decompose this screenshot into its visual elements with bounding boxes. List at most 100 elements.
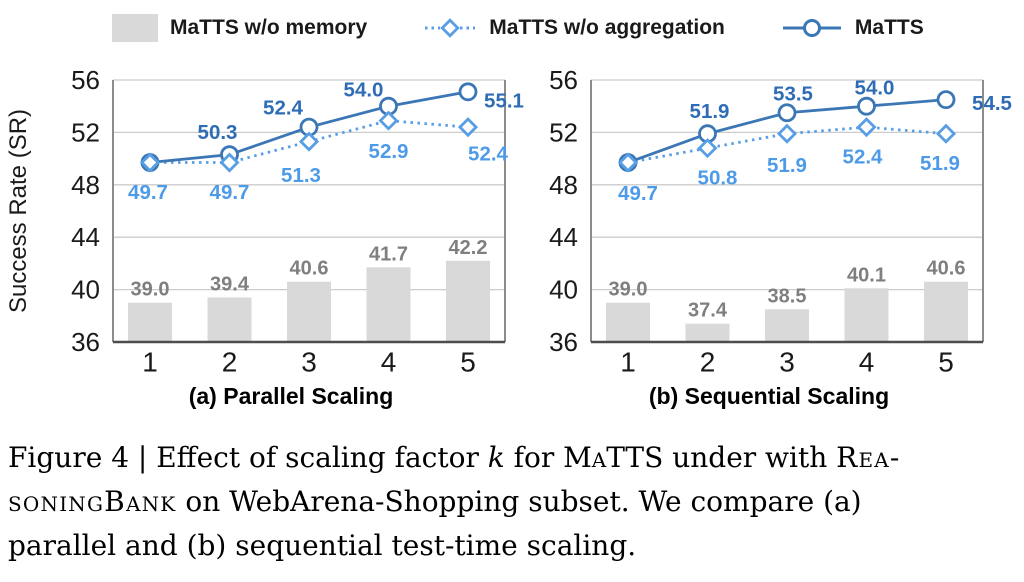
diamond-marker <box>219 152 240 173</box>
caption-text: under with <box>663 441 837 474</box>
caption-reasoningbank-part2: soningBank <box>8 485 177 518</box>
bar <box>606 302 650 341</box>
line-value-label: 52.9 <box>369 140 409 163</box>
bar <box>765 309 809 341</box>
bar-value-label: 40.6 <box>927 258 966 280</box>
y-tick-label: 44 <box>549 222 578 252</box>
bar <box>685 323 730 341</box>
caption-line-3: parallel and (b) sequential test-time sc… <box>8 529 637 562</box>
legend-item-matts-wo-memory: MaTTS w/o memory <box>112 14 367 42</box>
solid-circle-icon <box>782 19 841 37</box>
y-tick-label: 40 <box>549 275 578 305</box>
parallel-scaling-subtitle: (a) Parallel Scaling <box>188 383 394 409</box>
x-tick-label: 1 <box>620 347 636 378</box>
diamond-marker <box>378 110 399 131</box>
line-value-label: 51.9 <box>920 152 960 175</box>
x-tick-label: 5 <box>460 347 476 378</box>
bar <box>287 281 331 341</box>
y-tick-label: 40 <box>71 275 100 305</box>
diamond-marker <box>697 138 718 159</box>
parallel-scaling-chart: 36 40 44 48 52 56 1 2 3 4 5 39.0 39.4 40.6 41.7 42.2 49.… <box>71 65 524 378</box>
y-tick-label: 48 <box>549 170 578 200</box>
diamond-markers <box>139 110 479 173</box>
legend-label: MaTTS <box>854 16 924 39</box>
bar <box>446 260 490 341</box>
line-value-label: 52.4 <box>263 97 303 120</box>
line-value-label: 50.3 <box>198 121 238 144</box>
bar-value-label: 40.6 <box>290 258 329 280</box>
line-value-label: 51.9 <box>690 100 730 123</box>
diamond-marker <box>457 117 479 138</box>
y-tick-label: 36 <box>549 327 578 357</box>
bar <box>366 267 411 341</box>
x-tick-label: 4 <box>381 347 397 378</box>
y-tick-label: 48 <box>71 170 100 200</box>
caption-text: for <box>504 441 564 474</box>
caption-line-2: soningBank on WebArena-Shopping subset. … <box>8 480 1018 524</box>
line-value-label: 51.3 <box>281 164 321 187</box>
bar <box>924 281 968 341</box>
legend-item-matts-wo-aggregation: MaTTS w/o aggregation <box>423 15 725 41</box>
line-value-label: 50.8 <box>698 167 738 190</box>
caption-reasoningbank-part1: Rea- <box>836 441 901 474</box>
bar-value-label: 40.1 <box>847 264 886 286</box>
y-tick-label: 56 <box>71 65 100 95</box>
y-tick-label: 52 <box>71 117 100 147</box>
bar-series: 39.0 39.4 40.6 41.7 42.2 <box>128 237 490 341</box>
diamond-marker <box>617 152 639 173</box>
circle-marker <box>777 103 797 123</box>
line-value-label: 54.0 <box>855 77 895 100</box>
diamond-marker <box>298 131 320 152</box>
y-tick-label: 56 <box>549 65 578 95</box>
bar-value-label: 39.4 <box>210 273 250 295</box>
diamond-marker <box>856 117 877 138</box>
sequential-scaling-subtitle: (b) Sequential Scaling <box>648 383 890 409</box>
line-value-label: 52.4 <box>468 143 508 166</box>
caption-text: Figure 4 | Effect of scaling factor <box>8 441 488 474</box>
dashed-diamond-icon <box>425 18 476 38</box>
bar-series: 39.0 37.4 38.5 40.1 40.6 <box>606 258 968 341</box>
circle-marker <box>458 82 478 102</box>
bar-value-label: 37.4 <box>688 300 728 322</box>
diamond-marker <box>776 123 798 144</box>
x-tick-label: 4 <box>859 347 875 378</box>
x-tick-label: 2 <box>222 347 238 378</box>
caption-text: on WebArena-Shopping subset. We compare … <box>176 485 862 518</box>
caption-line-1: Figure 4 | Effect of scaling factor k fo… <box>8 436 1018 480</box>
line-value-label: 52.4 <box>843 146 883 169</box>
figure-caption: Figure 4 | Effect of scaling factor k fo… <box>8 436 1018 568</box>
y-tick-label: 52 <box>549 117 578 147</box>
circle-marker <box>936 90 956 110</box>
line-value-label: 51.9 <box>767 154 807 177</box>
bar-value-label: 39.0 <box>131 279 170 301</box>
chart-legend: MaTTS w/o memory MaTTS w/o aggregation M… <box>112 14 924 42</box>
circle-marker <box>857 96 876 116</box>
caption-matts: MaTTS <box>563 441 664 474</box>
y-tick-label: 44 <box>71 222 100 252</box>
bar-value-label: 38.5 <box>768 285 807 307</box>
diamond-marker <box>139 152 161 173</box>
line-value-label: 53.5 <box>773 82 813 105</box>
bar <box>128 302 172 341</box>
x-tick-label: 3 <box>301 347 317 378</box>
x-tick-label: 3 <box>779 347 795 378</box>
bar <box>207 297 252 341</box>
line-value-label: 55.1 <box>484 89 524 112</box>
line-value-label: 49.7 <box>128 181 168 204</box>
diamond-marker <box>935 123 957 144</box>
legend-item-matts: MaTTS <box>781 15 924 41</box>
line-value-label: 49.7 <box>618 182 658 205</box>
bar-swatch-icon <box>112 14 158 42</box>
bar-value-label: 41.7 <box>369 243 408 265</box>
line-value-label: 54.0 <box>344 79 384 102</box>
legend-label: MaTTS w/o memory <box>170 16 368 39</box>
line-value-label: 54.5 <box>972 92 1012 115</box>
bar-value-label: 39.0 <box>609 279 648 301</box>
y-tick-label: 36 <box>71 327 100 357</box>
sequential-scaling-chart: 36 40 44 48 52 56 1 2 3 4 5 39.0 37.4 38.5 40.1 40.6 49.… <box>549 65 1012 378</box>
bar <box>844 288 889 341</box>
x-tick-label: 1 <box>142 347 158 378</box>
x-tick-label: 2 <box>700 347 716 378</box>
line-value-label: 49.7 <box>210 181 250 204</box>
